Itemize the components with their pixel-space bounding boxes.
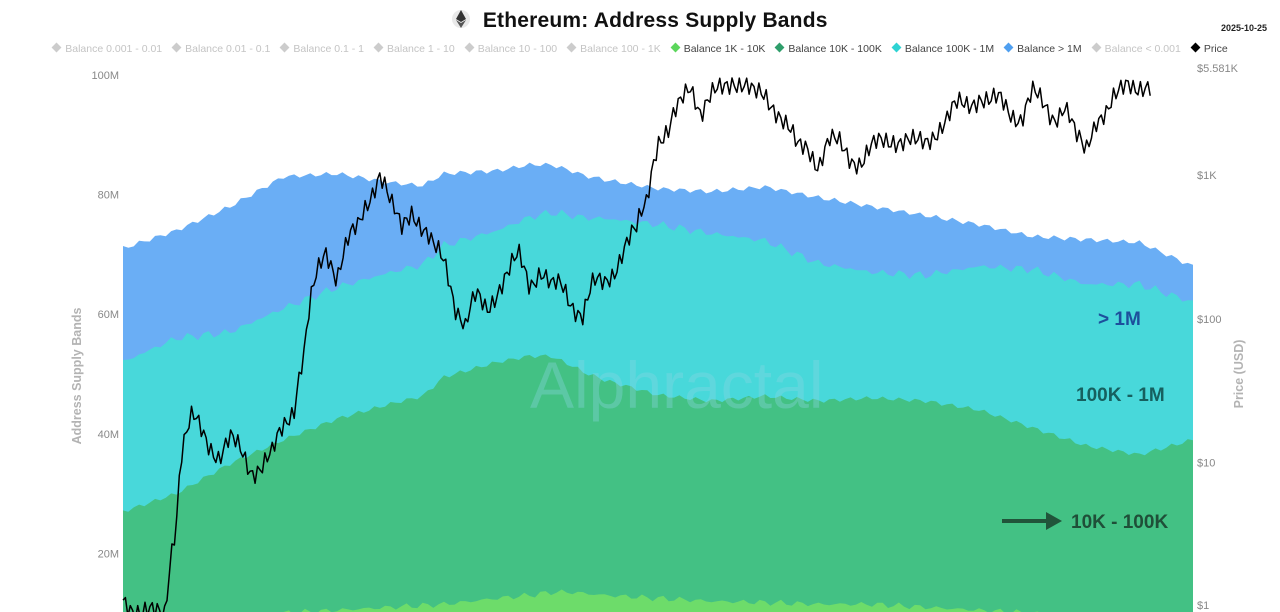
- chart-date: 2025-10-25: [1220, 23, 1267, 33]
- legend-label: Balance 100 - 1K: [580, 43, 661, 55]
- legend-item[interactable]: Balance 1 - 10: [373, 42, 455, 55]
- right-tick-label: $1K: [1197, 170, 1217, 182]
- left-tick-label: 100M: [91, 70, 119, 82]
- left-tick-label: 80M: [98, 190, 119, 202]
- watermark: Alphractal: [530, 348, 824, 422]
- legend-item[interactable]: Price: [1190, 42, 1228, 55]
- right-tick-label: $1: [1197, 600, 1209, 612]
- legend-label: Balance 1K - 10K: [683, 43, 766, 55]
- left-tick-label: 40M: [98, 429, 119, 441]
- legend-item[interactable]: Balance 10 - 100: [464, 42, 558, 55]
- legend-label: Balance > 1M: [1017, 43, 1082, 55]
- legend-item[interactable]: Balance < 0.001: [1091, 42, 1181, 55]
- right-axis-label: Price (USD): [1232, 340, 1246, 409]
- legend-item[interactable]: Balance 100K - 1M: [891, 42, 995, 55]
- legend-label: Price: [1203, 43, 1228, 55]
- right-tick-label: $10: [1197, 457, 1215, 469]
- legend-label: Balance 10K - 100K: [788, 43, 882, 55]
- legend-item[interactable]: Balance 1K - 10K: [670, 42, 766, 55]
- legend-item[interactable]: Balance 100 - 1K: [566, 42, 661, 55]
- right-tick-label: $5.581K: [1197, 63, 1239, 75]
- price-line: [122, 77, 1151, 612]
- left-axis-label: Address Supply Bands: [70, 308, 84, 445]
- annotation-10k-100k: 10K - 100K: [1071, 512, 1168, 533]
- legend-label: Balance < 0.001: [1104, 43, 1181, 55]
- legend-item[interactable]: Balance 0.01 - 0.1: [171, 42, 271, 55]
- legend-label: Balance 0.1 - 1: [293, 43, 365, 55]
- legend-item[interactable]: Balance > 1M: [1003, 42, 1082, 55]
- legend-item[interactable]: Balance 10K - 100K: [774, 42, 882, 55]
- right-tick-label: $100: [1197, 314, 1221, 326]
- right-axis-ticks: $1 $10 $100 $1K $5.581K: [1197, 63, 1239, 612]
- legend-label: Balance 100K - 1M: [904, 43, 995, 55]
- chart-title: Ethereum: Address Supply Bands: [482, 9, 828, 32]
- annotation-gt-1m: > 1M: [1098, 309, 1141, 330]
- left-axis-ticks: 20M 40M 60M 80M 100M: [91, 70, 119, 560]
- legend-label: Balance 1 - 10: [387, 43, 455, 55]
- stacked-areas: [123, 162, 1193, 612]
- area-band: [123, 354, 1193, 612]
- left-tick-label: 20M: [98, 548, 119, 560]
- chart-title-row: Ethereum: Address Supply Bands: [0, 8, 1280, 38]
- left-tick-label: 60M: [98, 309, 119, 321]
- legend-item[interactable]: Balance 0.1 - 1: [279, 42, 365, 55]
- arrow-icon: [1002, 512, 1062, 530]
- legend-label: Balance 0.001 - 0.01: [65, 43, 163, 55]
- chart-legend: Balance 0.001 - 0.01 Balance 0.01 - 0.1 Ba…: [0, 42, 1280, 55]
- area-band: [123, 589, 1193, 612]
- annotation-100k-1m: 100K - 1M: [1076, 385, 1165, 406]
- legend-label: Balance 10 - 100: [477, 43, 558, 55]
- legend-label: Balance 0.01 - 0.1: [185, 43, 271, 55]
- ethereum-icon: [452, 10, 471, 28]
- legend-item[interactable]: Balance 0.001 - 0.01: [51, 42, 163, 55]
